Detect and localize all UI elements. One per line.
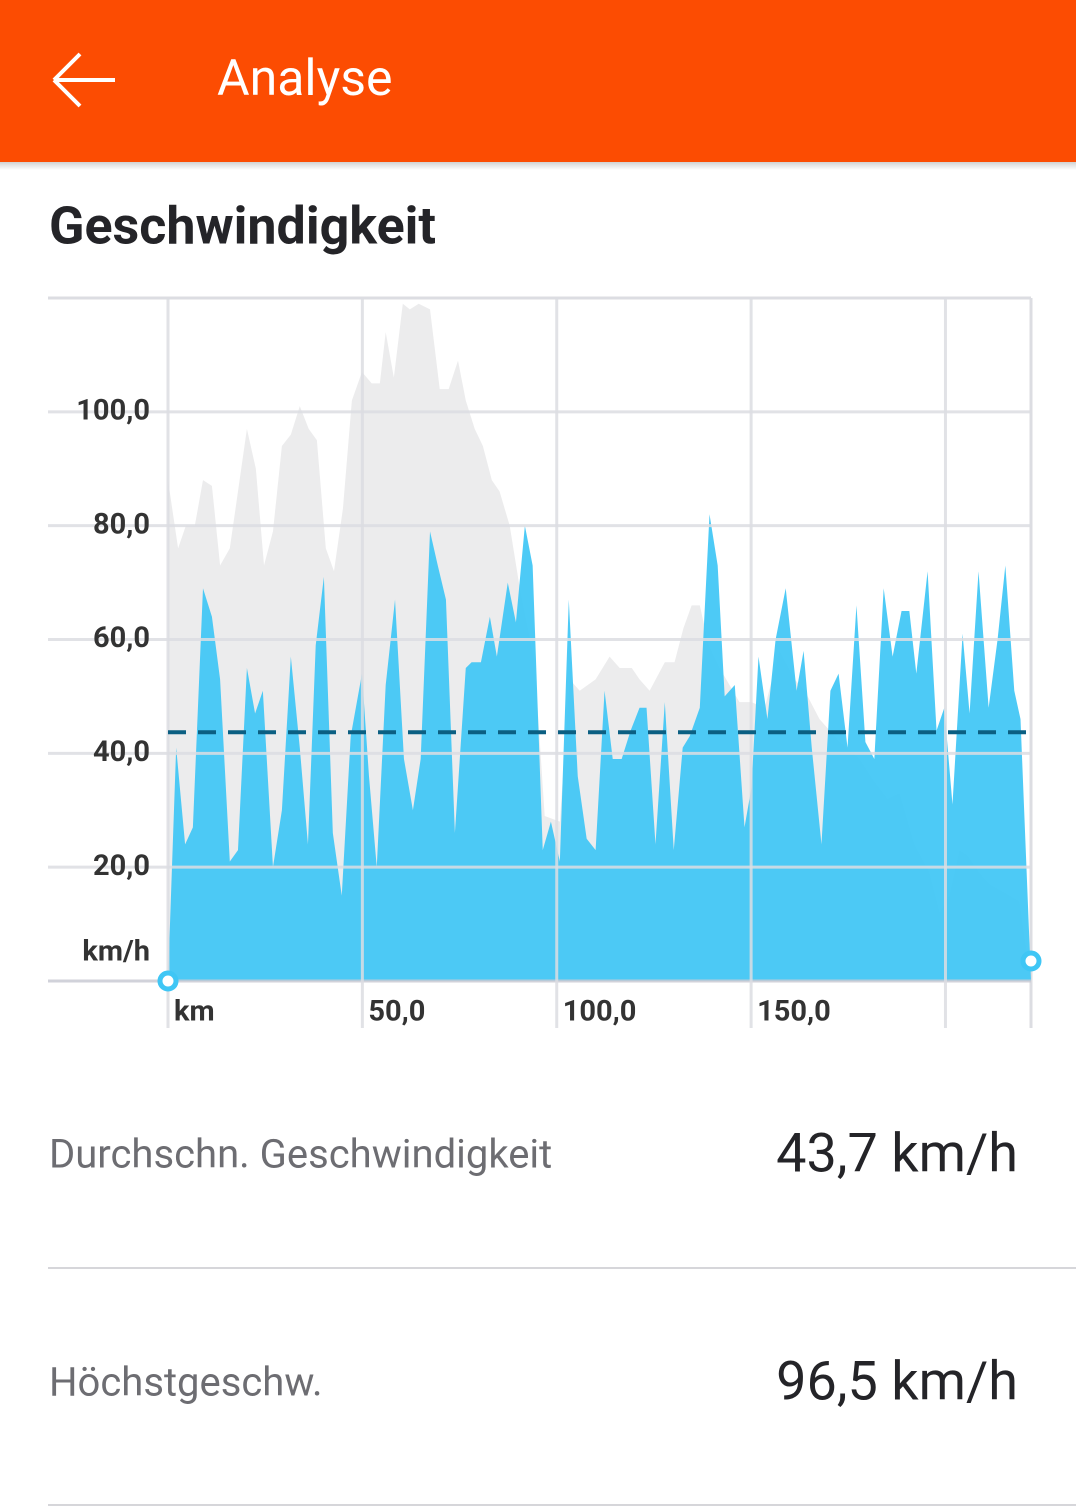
app-bar-title: Analyse xyxy=(217,50,393,108)
y-tick-label: 20,0 xyxy=(93,849,150,883)
x-tick-label: 50,0 xyxy=(368,995,425,1029)
stat-value: 43,7 km/h xyxy=(776,1122,1018,1185)
back-button[interactable] xyxy=(52,52,115,108)
app-bar xyxy=(0,0,1076,162)
y-tick-label: 80,0 xyxy=(93,507,150,541)
x-tick-label: 150,0 xyxy=(757,995,831,1029)
range-handle xyxy=(157,970,179,992)
y-tick-label: 100,0 xyxy=(76,393,150,427)
section-title: Geschwindigkeit xyxy=(49,196,436,257)
x-tick-label: km xyxy=(174,995,215,1029)
app-bar-shadow xyxy=(0,162,1076,170)
stat-label: Durchschn. Geschwindigkeit xyxy=(49,1131,552,1178)
stat-label: Höchstgeschw. xyxy=(49,1359,323,1406)
range-handle xyxy=(1020,950,1042,972)
y-tick-label: 60,0 xyxy=(93,621,150,655)
y-tick-label: 40,0 xyxy=(93,735,150,769)
chart: km/h 20,0 40,0 60,0 80,0 100,0 km 50,0 100,0 150,… xyxy=(48,296,1042,1029)
speed-area xyxy=(168,514,1031,981)
y-tick-label: km/h xyxy=(82,935,150,969)
stat-value: 96,5 km/h xyxy=(776,1350,1018,1413)
x-tick-label: 100,0 xyxy=(563,995,637,1029)
